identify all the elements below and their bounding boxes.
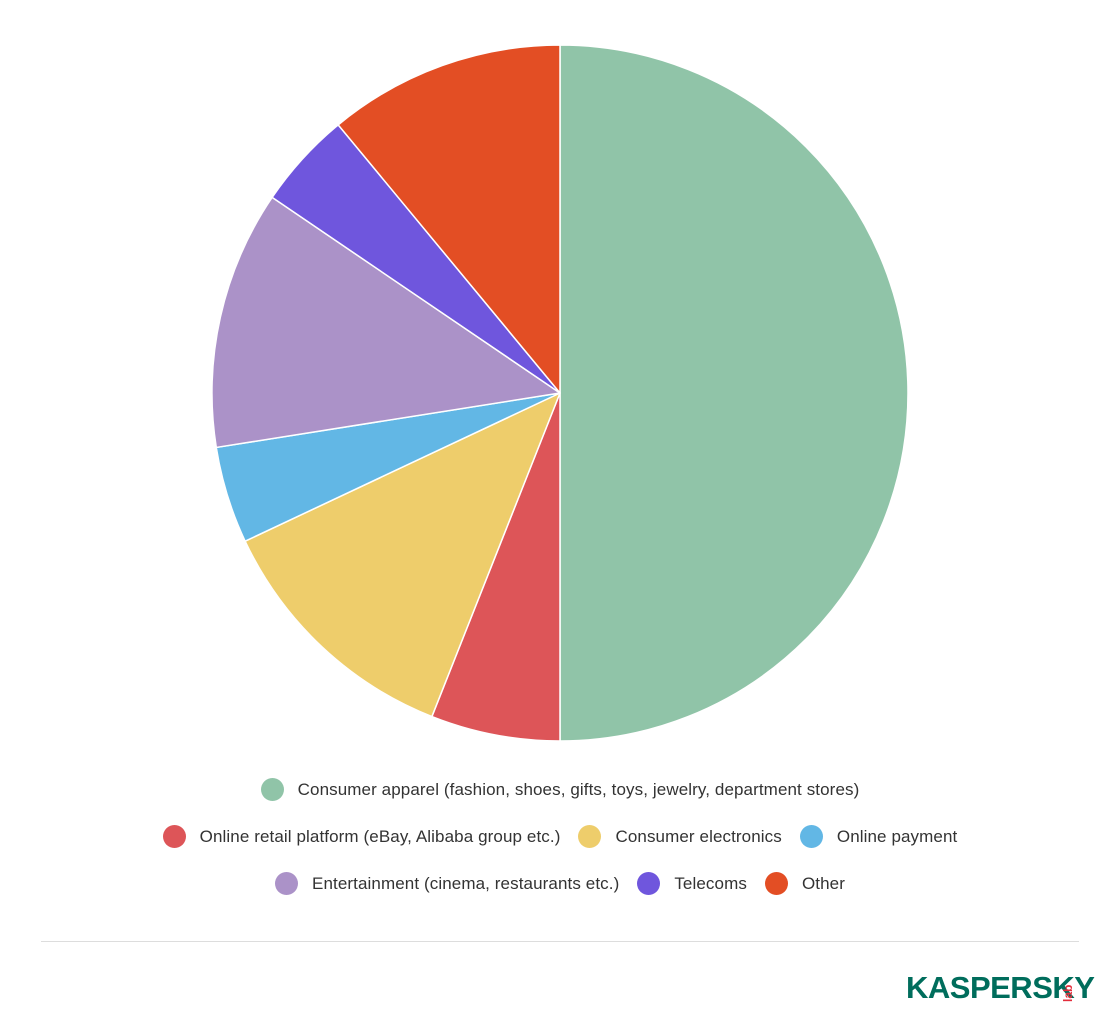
legend-swatch-other (764, 872, 788, 895)
pie-chart (211, 44, 909, 742)
pie-slice-1 (559, 44, 909, 742)
legend-label-online-retail-platform: Online retail platform (eBay, Alibaba gr… (199, 826, 561, 846)
pie-slice-3 (244, 392, 561, 718)
legend-swatch-consumer-apparel (260, 778, 284, 801)
legend-label-online-payment: Online payment (836, 826, 958, 846)
kaspersky-lab-logo: KASPERSKY lab (906, 966, 1095, 1010)
legend-item-online-retail-platform: Online retail platform (eBay, Alibaba gr… (162, 825, 561, 848)
legend-row-2: Online retail platform (eBay, Alibaba gr… (0, 813, 1120, 860)
legend-swatch-online-retail-platform (162, 825, 186, 848)
chart-legend: Consumer apparel (fashion, shoes, gifts,… (0, 766, 1120, 907)
legend-swatch-consumer-electronics (578, 825, 602, 848)
pie-slice-7 (337, 44, 561, 394)
legend-swatch-online-payment (799, 825, 823, 848)
legend-item-other: Other (764, 872, 845, 895)
logo-wordmark: KASPERSKY (906, 970, 1095, 1005)
legend-label-consumer-electronics: Consumer electronics (615, 826, 782, 846)
legend-swatch-telecoms (637, 872, 661, 895)
legend-item-telecoms: Telecoms (637, 872, 747, 895)
legend-label-other: Other (801, 873, 845, 893)
legend-item-consumer-apparel: Consumer apparel (fashion, shoes, gifts,… (260, 778, 860, 801)
legend-item-entertainment: Entertainment (cinema, restaurants etc.) (275, 872, 619, 895)
logo-lab-suffix: lab (1061, 984, 1075, 1002)
legend-item-online-payment: Online payment (799, 825, 958, 848)
legend-item-consumer-electronics: Consumer electronics (578, 825, 782, 848)
legend-row-1: Consumer apparel (fashion, shoes, gifts,… (0, 766, 1120, 813)
legend-label-telecoms: Telecoms (674, 873, 747, 893)
legend-label-entertainment: Entertainment (cinema, restaurants etc.) (312, 873, 620, 893)
legend-swatch-entertainment (275, 872, 299, 895)
pie-slice-2 (431, 392, 561, 742)
legend-label-consumer-apparel: Consumer apparel (fashion, shoes, gifts,… (297, 779, 860, 799)
legend-row-3: Entertainment (cinema, restaurants etc.)… (0, 860, 1120, 907)
footer-divider (41, 941, 1079, 942)
pie-slice-5 (211, 196, 561, 449)
